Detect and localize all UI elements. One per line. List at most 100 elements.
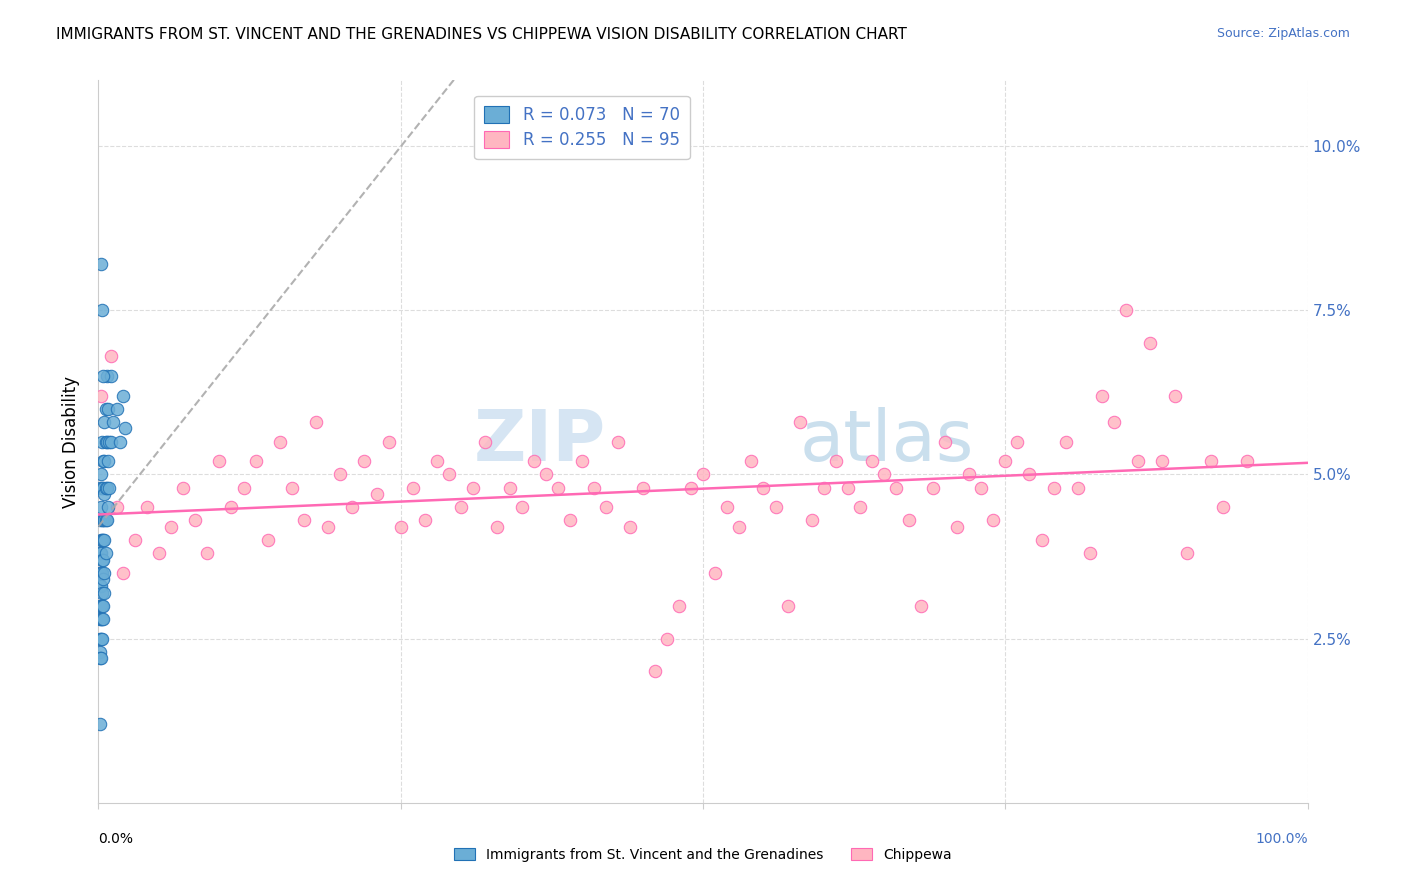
Point <box>800 513 823 527</box>
Point <box>91 573 114 587</box>
Point <box>93 415 115 429</box>
Point <box>547 481 569 495</box>
Point <box>426 454 449 468</box>
Point <box>486 520 509 534</box>
Point <box>91 481 114 495</box>
Point <box>89 612 111 626</box>
Point <box>631 481 654 495</box>
Text: 100.0%: 100.0% <box>1256 831 1308 846</box>
Point <box>91 612 114 626</box>
Point <box>90 546 112 560</box>
Point <box>558 513 581 527</box>
Point <box>93 533 115 547</box>
Point <box>837 481 859 495</box>
Point <box>94 401 117 416</box>
Point <box>716 500 738 515</box>
Point <box>776 599 799 613</box>
Point <box>91 303 114 318</box>
Point <box>94 434 117 449</box>
Point <box>91 553 114 567</box>
Point <box>450 500 472 515</box>
Point <box>1175 546 1198 560</box>
Text: atlas: atlas <box>800 407 974 476</box>
Point <box>160 520 183 534</box>
Point <box>89 566 111 580</box>
Point <box>970 481 993 495</box>
Point <box>644 665 666 679</box>
Point <box>910 599 932 613</box>
Point <box>789 415 811 429</box>
Point <box>463 481 485 495</box>
Point <box>704 566 727 580</box>
Point <box>437 467 460 482</box>
Point <box>1212 500 1234 515</box>
Point <box>90 579 112 593</box>
Point <box>90 612 112 626</box>
Point <box>89 481 111 495</box>
Point <box>105 500 128 515</box>
Point <box>1199 454 1222 468</box>
Point <box>377 434 399 449</box>
Point <box>221 500 243 515</box>
Point <box>91 632 114 646</box>
Point <box>208 454 231 468</box>
Point <box>366 487 388 501</box>
Point <box>668 599 690 613</box>
Point <box>89 717 111 731</box>
Point <box>849 500 872 515</box>
Point <box>90 500 112 515</box>
Point <box>413 513 436 527</box>
Point <box>1128 454 1150 468</box>
Point <box>135 500 157 515</box>
Point <box>353 454 375 468</box>
Point <box>91 599 114 613</box>
Text: 0.0%: 0.0% <box>98 831 134 846</box>
Point <box>91 434 114 449</box>
Point <box>111 566 134 580</box>
Point <box>93 454 115 468</box>
Point <box>100 434 122 449</box>
Point <box>946 520 969 534</box>
Point <box>124 533 146 547</box>
Point <box>111 388 134 402</box>
Point <box>957 467 980 482</box>
Point <box>752 481 775 495</box>
Legend: Immigrants from St. Vincent and the Grenadines, Chippewa: Immigrants from St. Vincent and the Gren… <box>449 842 957 867</box>
Point <box>534 467 557 482</box>
Point <box>292 513 315 527</box>
Point <box>474 434 496 449</box>
Point <box>90 467 112 482</box>
Point <box>100 349 122 363</box>
Point <box>91 513 114 527</box>
Point <box>90 566 112 580</box>
Point <box>655 632 678 646</box>
Point <box>860 454 883 468</box>
Point <box>172 481 194 495</box>
Text: Source: ZipAtlas.com: Source: ZipAtlas.com <box>1216 27 1350 40</box>
Point <box>342 500 364 515</box>
Point <box>89 579 111 593</box>
Point <box>1007 434 1029 449</box>
Point <box>96 513 118 527</box>
Point <box>498 481 520 495</box>
Point <box>96 481 118 495</box>
Point <box>1091 388 1114 402</box>
Point <box>94 481 117 495</box>
Text: IMMIGRANTS FROM ST. VINCENT AND THE GRENADINES VS CHIPPEWA VISION DISABILITY COR: IMMIGRANTS FROM ST. VINCENT AND THE GREN… <box>56 27 907 42</box>
Point <box>89 599 111 613</box>
Point <box>607 434 630 449</box>
Point <box>619 520 641 534</box>
Point <box>1042 481 1064 495</box>
Point <box>1102 415 1125 429</box>
Point <box>1163 388 1185 402</box>
Point <box>97 500 120 515</box>
Point <box>91 612 114 626</box>
Legend: R = 0.073   N = 70, R = 0.255   N = 95: R = 0.073 N = 70, R = 0.255 N = 95 <box>474 95 690 159</box>
Point <box>1067 481 1090 495</box>
Point <box>91 599 114 613</box>
Point <box>921 481 943 495</box>
Point <box>100 368 122 383</box>
Point <box>873 467 896 482</box>
Point <box>89 513 111 527</box>
Point <box>105 401 128 416</box>
